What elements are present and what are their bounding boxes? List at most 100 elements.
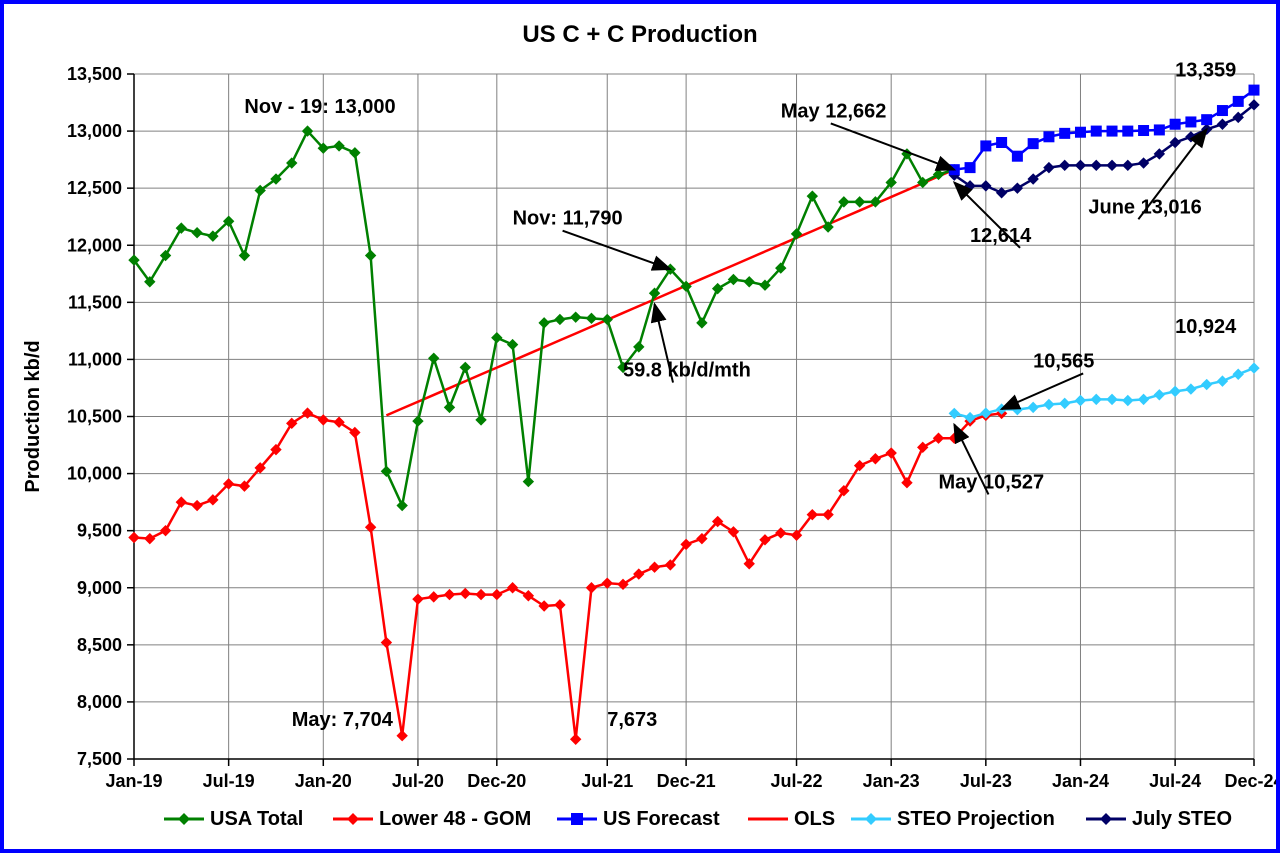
annotation-label: 10,924 — [1175, 316, 1237, 338]
marker — [1186, 384, 1196, 394]
marker — [413, 594, 423, 604]
marker — [571, 312, 581, 322]
annotation-label: 13,359 — [1175, 59, 1236, 81]
marker — [602, 578, 612, 588]
marker — [1123, 126, 1133, 136]
legend-item-ols: OLS — [748, 808, 835, 830]
marker — [1060, 398, 1070, 408]
marker — [1202, 380, 1212, 390]
marker — [886, 448, 896, 458]
series-july_steo — [949, 100, 1259, 198]
marker — [145, 534, 155, 544]
marker — [1060, 160, 1070, 170]
legend-label: OLS — [794, 808, 835, 830]
marker — [586, 313, 596, 323]
marker — [508, 583, 518, 593]
marker — [1107, 160, 1117, 170]
annotation-arrow — [563, 231, 671, 270]
marker — [1123, 160, 1133, 170]
marker — [697, 318, 707, 328]
y-tick-label: 9,000 — [77, 578, 122, 598]
marker — [1139, 394, 1149, 404]
marker — [981, 181, 991, 191]
marker — [460, 588, 470, 598]
marker — [1154, 125, 1164, 135]
marker — [429, 592, 439, 602]
chart-container: US C + C Production7,5008,0008,5009,0009… — [0, 0, 1280, 853]
line-chart: US C + C Production7,5008,0008,5009,0009… — [4, 4, 1276, 849]
marker — [444, 590, 454, 600]
legend-item-us_forecast: US Forecast — [557, 808, 720, 830]
marker — [934, 433, 944, 443]
annotation-label: May 10,527 — [939, 471, 1045, 493]
marker — [508, 340, 518, 350]
annotation-label: 10,565 — [1033, 350, 1094, 372]
marker — [476, 590, 486, 600]
marker — [1060, 128, 1070, 138]
annotation-label: 7,673 — [607, 709, 657, 731]
chart-title: US C + C Production — [522, 21, 757, 48]
y-tick-label: 13,000 — [67, 121, 122, 141]
marker — [744, 277, 754, 287]
marker — [1186, 132, 1196, 142]
legend-label: July STEO — [1132, 808, 1232, 830]
marker — [1202, 115, 1212, 125]
marker — [523, 477, 533, 487]
marker — [1107, 394, 1117, 404]
x-tick-label: Dec-20 — [467, 771, 526, 791]
marker — [460, 362, 470, 372]
y-tick-label: 12,000 — [67, 235, 122, 255]
legend-item-steo_projection: STEO Projection — [851, 808, 1055, 830]
marker — [571, 734, 581, 744]
marker — [1139, 126, 1149, 136]
marker — [918, 442, 928, 452]
x-tick-label: Jul-19 — [203, 771, 255, 791]
marker — [176, 497, 186, 507]
marker — [1249, 363, 1259, 373]
series-lower48_gom — [129, 408, 1007, 744]
marker — [1075, 127, 1085, 137]
y-tick-label: 11,000 — [68, 349, 122, 369]
legend-item-lower48_gom: Lower 48 - GOM — [333, 808, 531, 830]
x-tick-label: Dec-24 — [1224, 771, 1276, 791]
marker — [161, 526, 171, 536]
series-usa_total — [129, 126, 959, 510]
marker — [1044, 132, 1054, 142]
y-tick-label: 10,000 — [67, 464, 122, 484]
marker — [555, 314, 565, 324]
marker — [239, 251, 249, 261]
marker — [1186, 117, 1196, 127]
legend-label: STEO Projection — [897, 808, 1055, 830]
marker — [1123, 396, 1133, 406]
marker — [492, 333, 502, 343]
marker — [192, 501, 202, 511]
y-tick-label: 8,500 — [77, 635, 122, 655]
legend-marker — [347, 813, 359, 825]
marker — [366, 251, 376, 261]
marker — [1233, 369, 1243, 379]
marker — [602, 314, 612, 324]
marker — [555, 600, 565, 610]
marker — [1028, 402, 1038, 412]
y-axis-label: Production kb/d — [22, 340, 44, 492]
marker — [650, 562, 660, 572]
marker — [997, 138, 1007, 148]
marker — [381, 466, 391, 476]
marker — [381, 638, 391, 648]
x-tick-label: Jul-20 — [392, 771, 444, 791]
marker — [870, 454, 880, 464]
annotation-label: 59.8 kb/d/mth — [623, 360, 751, 382]
legend-marker — [178, 813, 190, 825]
annotation-label: Nov: 11,790 — [513, 208, 623, 230]
y-tick-label: 12,500 — [67, 178, 122, 198]
y-tick-label: 7,500 — [77, 749, 122, 769]
x-tick-label: Jan-20 — [295, 771, 352, 791]
marker — [192, 228, 202, 238]
y-tick-label: 11,500 — [68, 292, 122, 312]
marker — [1170, 119, 1180, 129]
y-tick-label: 10,500 — [67, 407, 122, 427]
legend-marker — [865, 813, 877, 825]
legend-label: Lower 48 - GOM — [379, 808, 531, 830]
series-us_forecast — [949, 85, 1259, 175]
marker — [997, 188, 1007, 198]
